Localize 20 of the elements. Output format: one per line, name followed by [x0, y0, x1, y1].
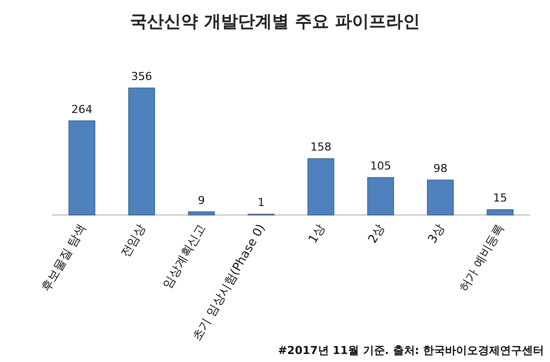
data-label: 9 — [198, 194, 205, 207]
bar — [426, 180, 454, 216]
data-label: 105 — [370, 160, 392, 173]
x-tick-label: 1상 — [306, 222, 328, 246]
bar — [486, 209, 514, 216]
text: #2017년 11월 기준. 출처: 한국바이오경제연구센터 — [278, 344, 544, 357]
x-tick-label: 2상 — [365, 222, 388, 246]
data-label: 1 — [258, 196, 265, 210]
bar — [367, 177, 394, 216]
bar — [128, 88, 156, 216]
chart-title: 국산신약 개발단계별 주요 파이프라인 — [130, 12, 420, 32]
data-label: 158 — [310, 140, 332, 154]
data-label: 15 — [493, 192, 508, 205]
data-label: 356 — [131, 70, 152, 83]
data-label: 264 — [71, 102, 92, 116]
x-tick-label: 3상 — [425, 222, 447, 246]
bar — [307, 158, 334, 216]
bar — [188, 211, 215, 216]
data-label: 98 — [433, 162, 448, 176]
bar — [68, 120, 96, 216]
